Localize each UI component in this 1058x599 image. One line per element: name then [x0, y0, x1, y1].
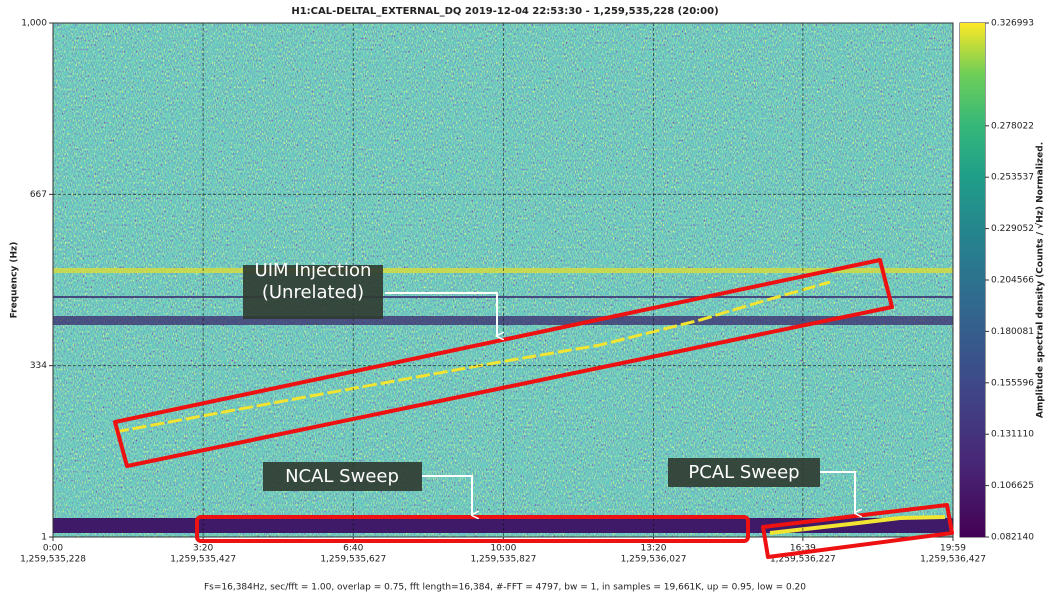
x-tick-label: 16:39: [790, 544, 816, 554]
y-tick-label: 1,000: [21, 19, 47, 29]
y-tick-label: 334: [30, 361, 47, 371]
x-tick-gps-label: 1,259,535,827: [470, 555, 536, 565]
colorbar-tick-label: 0.106625: [991, 481, 1034, 491]
plot-frame: [52, 22, 954, 538]
annotation-text: NCAL Sweep: [285, 466, 399, 487]
annotation-text: UIM Injection: [255, 260, 372, 281]
colorbar-tick-label: 0.229052: [991, 224, 1034, 234]
colorbar-tick-label: 0.253537: [991, 173, 1034, 183]
x-tick-label: 3:20: [193, 544, 213, 554]
colorbar: [960, 23, 985, 537]
colorbar-tick-label: 0.278022: [991, 121, 1034, 131]
y-tick-label: 1: [41, 533, 47, 543]
colorbar-tick-label: 0.180081: [991, 327, 1034, 337]
x-tick-gps-label: 1,259,536,427: [920, 555, 986, 565]
x-tick-label: 13:20: [641, 544, 667, 554]
colorbar-tick-label: 0.082140: [991, 533, 1034, 543]
x-tick-label: 19:59: [940, 544, 966, 554]
x-tick-gps-label: 1,259,535,228: [20, 555, 86, 565]
footer: Fs=16,384Hz, sec/fft = 1.00, overlap = 0…: [204, 583, 806, 593]
x-tick-gps-label: 1,259,535,427: [170, 555, 236, 565]
y-axis-label: Frequency (Hz): [10, 242, 20, 319]
annotations: [113, 258, 954, 559]
annotation-text: PCAL Sweep: [688, 462, 799, 483]
x-tick-label: 10:00: [490, 544, 516, 554]
colorbar-tick-label: 0.326993: [991, 19, 1034, 29]
colorbar-tick-label: 0.131110: [991, 430, 1034, 440]
y-tick-label: 667: [30, 190, 47, 200]
annotation-text: (Unrelated): [262, 282, 364, 303]
x-tick-label: 0:00: [43, 544, 63, 554]
colorbar-tick-label: 0.204566: [991, 276, 1034, 286]
x-tick-gps-label: 1,259,535,627: [320, 555, 386, 565]
colorbar-label: Amplitude spectral density (Counts / √Hz…: [1035, 142, 1046, 418]
x-tick-label: 6:40: [343, 544, 363, 554]
x-tick-gps-label: 1,259,536,027: [621, 555, 687, 565]
chart-title: H1:CAL-DELTAL_EXTERNAL_DQ 2019-12-04 22:…: [291, 6, 718, 17]
colorbar-tick-label: 0.155596: [991, 378, 1034, 388]
x-tick-gps-label: 1,259,536,227: [770, 555, 836, 565]
